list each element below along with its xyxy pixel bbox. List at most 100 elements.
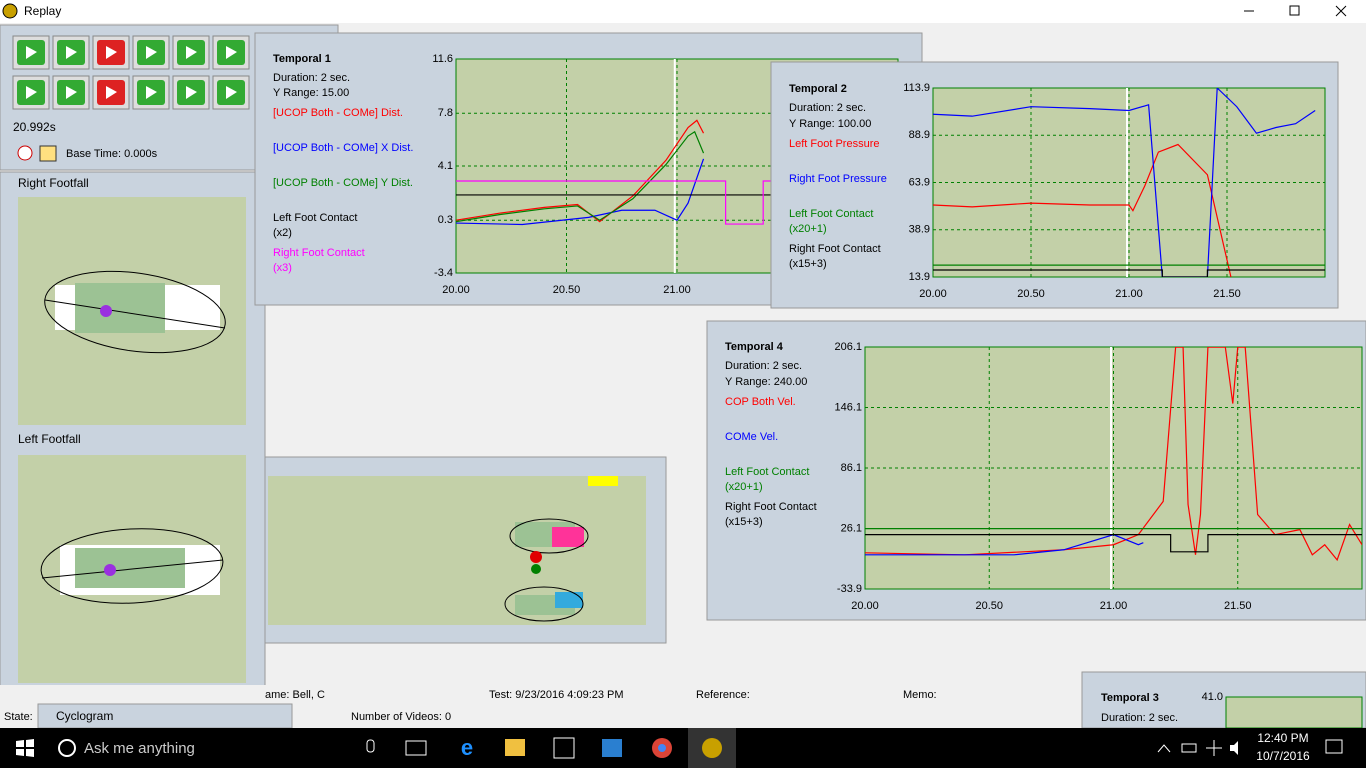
plot-area	[932, 87, 1326, 278]
y-tick-label: 146.1	[834, 401, 862, 413]
trace	[865, 534, 1362, 553]
y-tick-label: 7.8	[438, 107, 453, 119]
legend-scale: (x15+3)	[725, 516, 763, 528]
button-glyph	[186, 46, 197, 59]
left-footprint	[40, 528, 224, 604]
left-footfall-label: Left Footfall	[18, 432, 81, 446]
status-memo: Memo:	[903, 689, 937, 701]
x-tick-label: 20.50	[1017, 288, 1045, 300]
mic-icon[interactable]	[366, 739, 375, 753]
x-tick-label: 21.50	[1224, 600, 1252, 612]
temporal-panels: Temporal 1 Duration: 2 sec. Y Range: 15.00…	[254, 32, 1366, 729]
y-tick-label: 88.9	[909, 129, 930, 141]
legend-entry: COMe Vel.	[725, 431, 778, 443]
legend-entry: Right Foot Contact	[789, 243, 881, 255]
trace	[933, 269, 1325, 277]
legend-entry: Right Foot Contact	[273, 247, 365, 259]
cyclogram-view	[268, 476, 646, 625]
legend-entry: [UCOP Both - COMe] X Dist.	[273, 142, 413, 154]
notifications[interactable]	[1325, 739, 1343, 754]
replay-icon	[702, 738, 722, 758]
restore[interactable]	[1289, 5, 1300, 16]
panel-title: Temporal 2	[789, 83, 847, 95]
x-tick-label: 20.50	[553, 284, 581, 296]
button-glyph	[146, 46, 157, 59]
task-view[interactable]	[405, 740, 427, 756]
media-icon[interactable]	[602, 739, 622, 757]
store-icon[interactable]	[553, 737, 575, 759]
status-state: State:	[4, 711, 33, 723]
x-tick-label: 20.50	[975, 600, 1003, 612]
clock-button[interactable]	[17, 145, 33, 161]
panel-duration: Duration: 2 sec.	[725, 360, 802, 372]
x-tick-label: 20.00	[442, 284, 470, 296]
legend-entry: [UCOP Both - COMe] Y Dist.	[273, 177, 413, 189]
panel-duration: Duration: 2 sec.	[1101, 712, 1178, 724]
network-icon[interactable]	[1206, 740, 1222, 756]
button-glyph	[186, 86, 197, 99]
temporal-panel: Temporal 2 Duration: 2 sec. Y Range: 100.0…	[770, 61, 1339, 309]
trace	[865, 534, 1144, 556]
edge-icon[interactable]: e	[461, 735, 473, 760]
panel-y-range: Y Range: 240.00	[725, 376, 807, 388]
button-glyph	[106, 46, 117, 59]
panel-y-range: Y Range: 100.00	[789, 118, 871, 130]
plot	[865, 347, 1362, 589]
legend-entry: Right Foot Contact	[725, 501, 817, 513]
playback-buttons	[12, 35, 250, 110]
panel-y-range: Y Range: 15.00	[273, 87, 349, 99]
battery-icon[interactable]	[1181, 743, 1197, 753]
y-tick-label: -33.9	[837, 583, 862, 595]
y-tick-label: 38.9	[909, 224, 930, 236]
button-glyph	[106, 86, 117, 99]
app-icon	[2, 3, 18, 19]
y-tick-label: 4.1	[438, 160, 453, 172]
status-name: ame: Bell, C	[265, 689, 325, 701]
legend-scale: (x20+1)	[789, 223, 827, 235]
chrome-center	[658, 744, 666, 752]
y-tick-label: 0.3	[438, 214, 453, 226]
button-glyph	[66, 46, 77, 59]
trace	[933, 143, 1232, 277]
button-glyph	[226, 86, 237, 99]
cyclogram-footprints	[504, 476, 618, 622]
legend-entry: [UCOP Both - COMe] Dist.	[273, 107, 403, 119]
status-videos: Number of Videos: 0	[351, 711, 451, 723]
button-glyph	[26, 46, 37, 59]
tab-label: Cyclogram	[56, 709, 113, 723]
explorer-icon[interactable]	[505, 739, 525, 756]
temporal-panel: Temporal 3 Duration: 2 sec. 41.0	[1081, 671, 1366, 729]
y-tick-label: 86.1	[841, 462, 862, 474]
tab[interactable]	[37, 703, 293, 729]
legend-entry: Left Foot Contact	[273, 212, 357, 224]
y-tick-label: 113.9	[903, 82, 930, 94]
clock-date: 10/7/2016	[1256, 749, 1310, 763]
status-reference: Reference:	[696, 689, 750, 701]
tray-arrow[interactable]	[1157, 744, 1171, 753]
trace	[456, 130, 705, 223]
temporal-panel: Temporal 4 Duration: 2 sec. Y Range: 240.0…	[706, 320, 1366, 621]
panel-duration: Duration: 2 sec.	[789, 102, 866, 114]
base-time: Base Time: 0.000s	[66, 148, 158, 160]
current-time: 20.992s	[13, 120, 56, 134]
legend-scale: (x3)	[273, 262, 292, 274]
legend-scale: (x15+3)	[789, 258, 827, 270]
x-tick-label: 21.00	[1115, 288, 1143, 300]
window-title: Replay	[24, 4, 61, 18]
trace	[865, 347, 1362, 562]
x-tick-label: 20.00	[851, 600, 879, 612]
button-glyph	[146, 86, 157, 99]
legend-entry: Left Foot Pressure	[789, 138, 880, 150]
x-tick-label: 21.00	[663, 284, 691, 296]
volume-icon[interactable]	[1230, 741, 1238, 755]
start-button[interactable]	[16, 739, 34, 757]
legend-scale: (x20+1)	[725, 481, 763, 493]
edit-button[interactable]	[39, 145, 57, 162]
y-tick-label: 206.1	[834, 341, 862, 353]
right-footprint	[44, 270, 226, 354]
title-bar	[0, 0, 1366, 23]
close[interactable]	[1335, 5, 1347, 17]
search-box[interactable]	[48, 728, 392, 768]
legend-entry: Left Foot Contact	[725, 466, 809, 478]
button-glyph	[66, 86, 77, 99]
